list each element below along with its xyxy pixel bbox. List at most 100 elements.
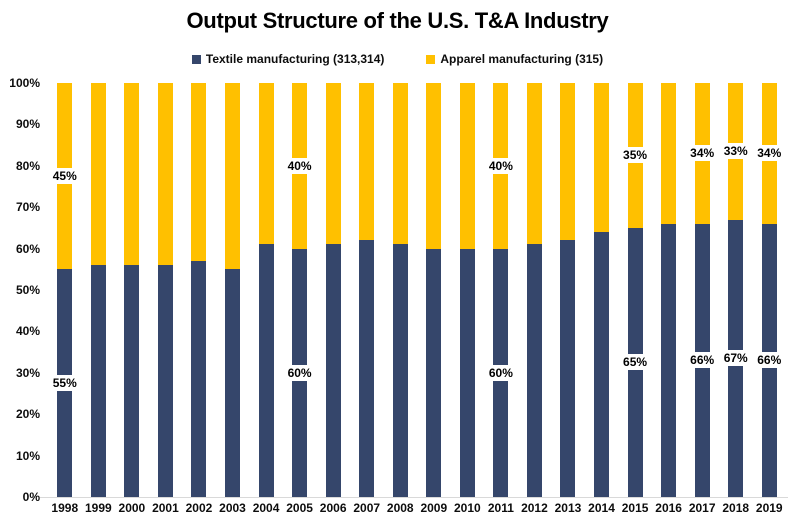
stacked-bar-2007: [359, 83, 375, 497]
bar-slot-2007: [350, 83, 384, 497]
stacked-bar-2006: [325, 83, 341, 497]
x-axis: 1998 1999 2000 2001 2002 2003 2004 2005 2006 2007…: [48, 501, 786, 515]
textile-value-label-1998: 55%: [50, 375, 79, 392]
textile-segment-2003: [225, 269, 240, 497]
x-tick-2005: 2005: [286, 501, 313, 515]
legend-item-textile: Textile manufacturing (313,314): [191, 52, 385, 66]
textile-segment-2014: [594, 232, 610, 497]
apparel-segment-2004: [258, 83, 274, 245]
y-tick-70: 70%: [15, 200, 40, 215]
stacked-bar-2008: [392, 83, 408, 497]
bar-slot-2019: 34% 66%: [752, 83, 786, 497]
y-tick-60: 60%: [15, 241, 40, 256]
textile-segment-2008: [392, 244, 408, 497]
y-tick-90: 90%: [15, 117, 40, 132]
bar-slot-2010: [451, 83, 485, 497]
apparel-segment-2001: [157, 83, 173, 266]
stacked-bar-2011: [493, 83, 509, 497]
stacked-bar-2015: [627, 83, 643, 497]
x-tick-2013: 2013: [554, 501, 582, 515]
textile-segment-2009: [426, 248, 442, 497]
apparel-value-label-2015: 35%: [621, 147, 650, 164]
x-tick-2004: 2004: [252, 501, 280, 515]
bar-slot-2005: 40% 60%: [283, 83, 317, 497]
textile-segment-2002: [191, 261, 207, 497]
x-tick-2014: 2014: [588, 501, 615, 515]
stacked-bar-2000: [124, 83, 140, 497]
y-tick-50: 50%: [15, 283, 40, 297]
x-tick-2001: 2001: [152, 501, 179, 515]
x-tick-1999: 1999: [84, 501, 112, 515]
bar-slot-2013: [551, 83, 585, 497]
legend-label-apparel: Apparel manufacturing (315): [440, 52, 604, 66]
apparel-segment-2014: [594, 83, 610, 233]
y-tick-30: 30%: [15, 365, 40, 380]
x-tick-2012: 2012: [521, 501, 548, 515]
stacked-bar-2009: [426, 83, 442, 497]
x-tick-2002: 2002: [185, 501, 213, 515]
x-tick-2018: 2018: [722, 501, 750, 515]
apparel-value-label-1998: 45%: [50, 168, 79, 185]
legend: Textile manufacturing (313,314) Apparel …: [0, 52, 795, 66]
textile-segment-2000: [124, 265, 140, 497]
bar-slot-2003: [216, 83, 250, 497]
apparel-segment-2007: [359, 83, 375, 241]
apparel-segment-2013: [560, 83, 576, 241]
textile-value-label-2005: 60%: [285, 364, 314, 381]
textile-value-label-2017: 66%: [688, 352, 717, 369]
stacked-bar-2016: [661, 83, 677, 497]
apparel-value-label-2005: 40%: [285, 157, 314, 174]
y-tick-10: 10%: [15, 448, 40, 463]
apparel-value-label-2011: 40%: [486, 157, 515, 174]
x-tick-2006: 2006: [319, 501, 347, 515]
apparel-segment-2000: [124, 83, 140, 266]
stacked-bar-2013: [560, 83, 576, 497]
legend-label-textile: Textile manufacturing (313,314): [205, 52, 385, 66]
apparel-segment-2016: [661, 83, 677, 224]
textile-segment-2004: [258, 244, 274, 497]
bar-slot-2012: [518, 83, 552, 497]
bar-slot-2009: [417, 83, 451, 497]
textile-segment-2001: [157, 265, 173, 497]
stacked-bar-2002: [191, 83, 207, 497]
textile-value-label-2018: 67%: [721, 350, 750, 367]
y-axis: 0% 10% 20% 30% 40% 50% 60% 70% 80% 90% 100%: [0, 76, 40, 504]
apparel-segment-2006: [325, 83, 341, 245]
x-tick-2007: 2007: [353, 501, 381, 515]
x-tick-2017: 2017: [688, 501, 716, 515]
y-tick-0: 0%: [22, 490, 40, 504]
x-axis-line: [40, 497, 788, 498]
bar-slot-2017: 34% 66%: [685, 83, 719, 497]
stacked-bar-2003: [225, 83, 240, 497]
textile-segment-2016: [661, 223, 677, 497]
textile-segment-2013: [560, 240, 576, 497]
apparel-value-label-2017: 34%: [688, 145, 717, 162]
apparel-value-label-2019: 34%: [755, 145, 784, 162]
bar-slot-2002: [182, 83, 216, 497]
x-tick-2003: 2003: [219, 501, 246, 515]
bar-slot-2000: [115, 83, 149, 497]
apparel-segment-2012: [526, 83, 542, 245]
textile-segment-2007: [359, 240, 375, 497]
stacked-bar-1999: [90, 83, 106, 497]
textile-value-label-2015: 65%: [621, 354, 650, 371]
x-tick-2000: 2000: [118, 501, 146, 515]
stacked-bar-2001: [157, 83, 173, 497]
x-tick-2009: 2009: [420, 501, 448, 515]
bar-slot-2008: [383, 83, 417, 497]
apparel-segment-2003: [225, 83, 240, 270]
stacked-bar-2004: [258, 83, 274, 497]
bar-slot-1999: [82, 83, 116, 497]
apparel-segment-2008: [392, 83, 408, 245]
plot-area: 45% 55% 40% 60% 40% 60% 35% 65% 34% 66% 33% 67% 34% 6…: [48, 83, 786, 497]
textile-segment-2006: [325, 244, 341, 497]
stacked-bar-2010: [459, 83, 475, 497]
bar-slot-2004: [249, 83, 283, 497]
bar-slot-2014: [585, 83, 619, 497]
stacked-bar-2005: [292, 83, 308, 497]
bar-slot-2001: [149, 83, 183, 497]
y-tick-100: 100%: [9, 76, 40, 90]
chart-title: Output Structure of the U.S. T&A Industr…: [186, 8, 609, 33]
textile-segment-2012: [526, 244, 542, 497]
